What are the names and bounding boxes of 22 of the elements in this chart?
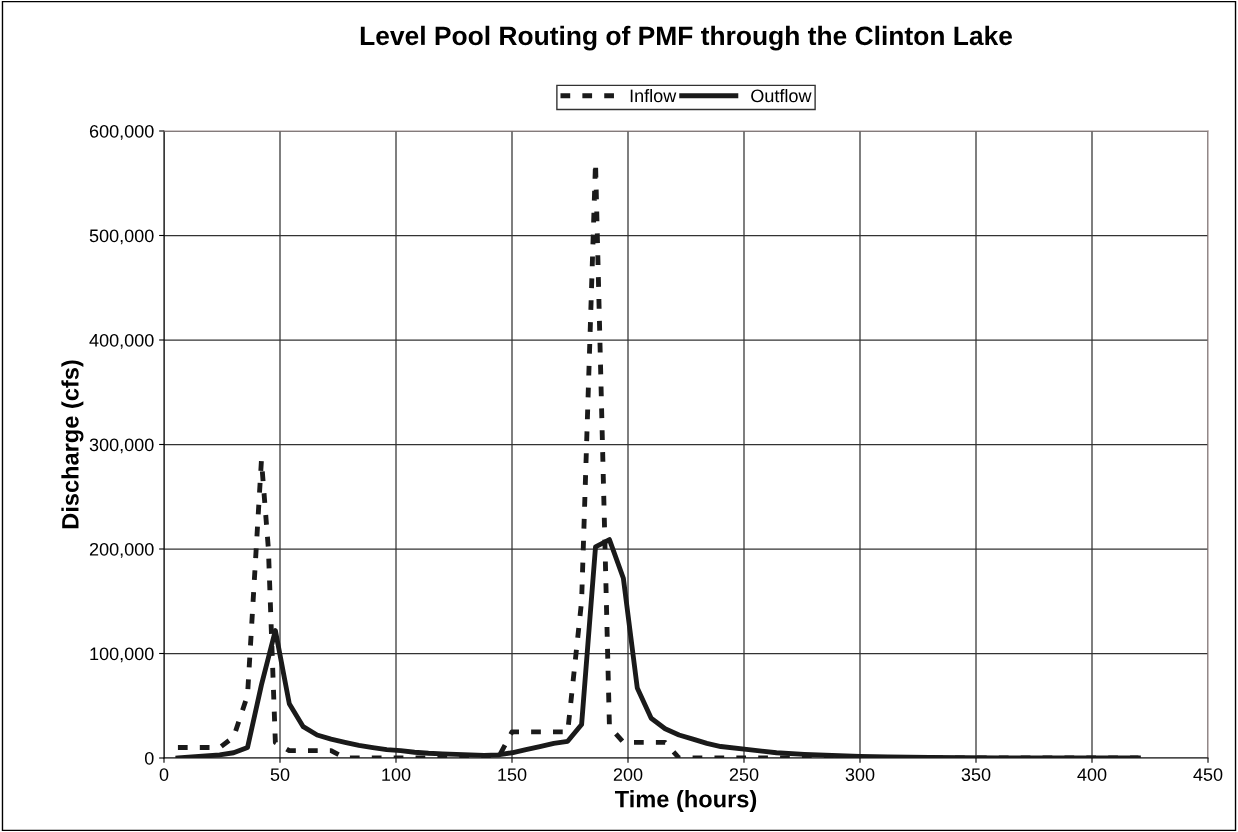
y-tick-label: 200,000: [89, 542, 154, 558]
x-tick-label: 250: [729, 768, 759, 781]
x-tick-label: 0: [159, 768, 169, 781]
chart-title: Level Pool Routing of PMF through the Clinton Lake: [360, 25, 1013, 51]
y-tick-label: 400,000: [89, 333, 154, 349]
y-tick-label: 600,000: [89, 124, 154, 140]
y-tick-label: 300,000: [89, 438, 154, 454]
y-tick-label: 0: [144, 751, 154, 765]
x-tick-label: 100: [382, 768, 411, 781]
x-tick-label: 300: [845, 768, 875, 781]
x-tick-label: 200: [613, 768, 643, 781]
y-tick-label: 500,000: [89, 229, 154, 245]
x-axis-title: Time (hours): [614, 790, 757, 813]
y-tick-label: 100,000: [90, 647, 154, 663]
x-tick-label: 350: [961, 768, 991, 781]
y-axis-title: Discharge (cfs): [61, 360, 84, 529]
x-tick-label: 450: [1193, 768, 1223, 781]
x-tick-label: 50: [270, 768, 290, 781]
legend-label: Outflow: [751, 88, 812, 103]
legend-label: Inflow: [630, 88, 677, 103]
x-tick-label: 150: [498, 768, 527, 781]
x-tick-label: 400: [1077, 768, 1107, 781]
